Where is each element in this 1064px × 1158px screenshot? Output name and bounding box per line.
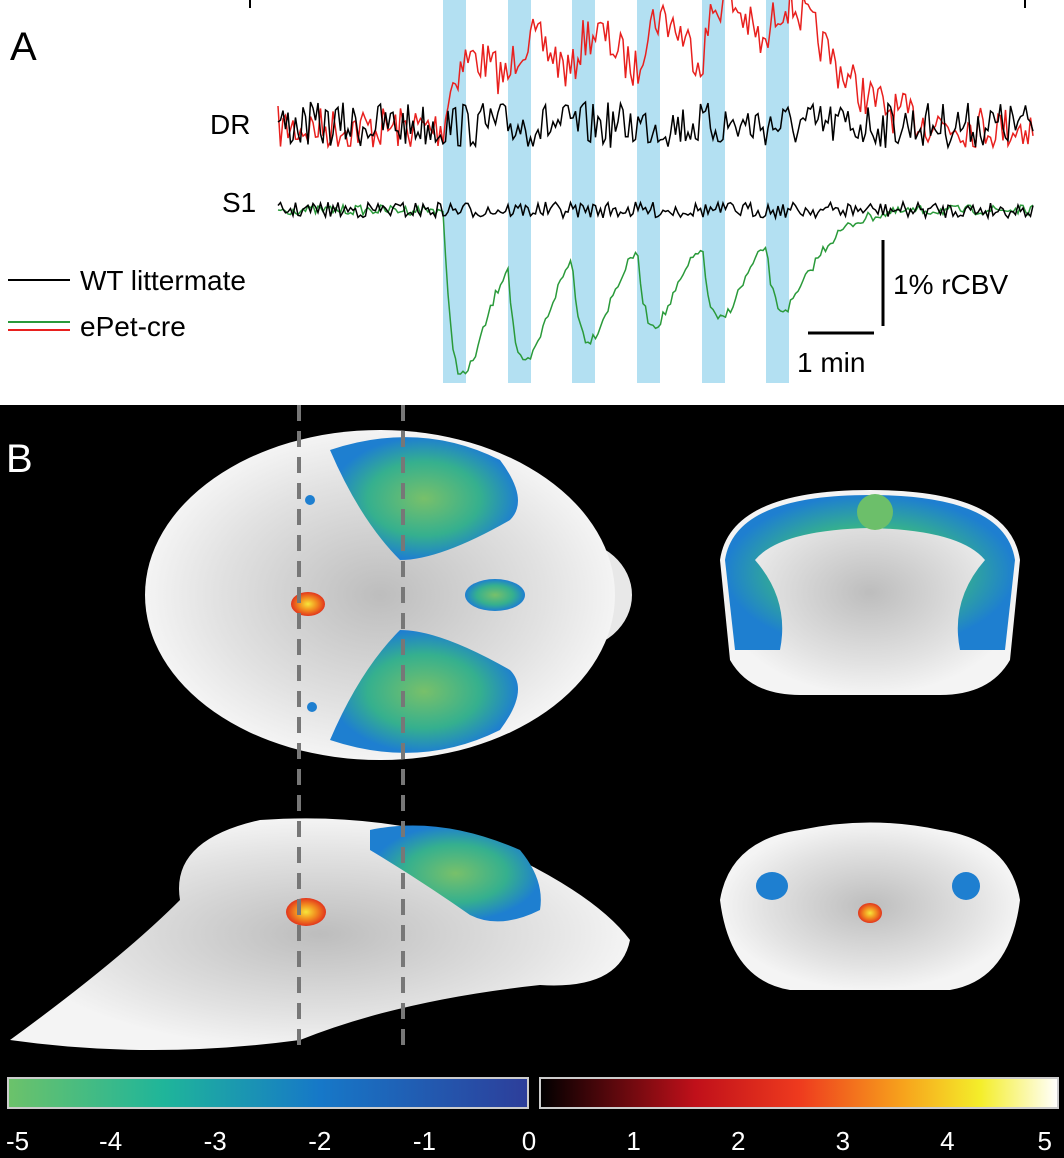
colorbar-tick-label: 1 xyxy=(626,1126,640,1156)
activation xyxy=(756,872,788,900)
stimulus-bar xyxy=(572,0,595,383)
legend-text: WT littermate xyxy=(80,265,246,296)
activation xyxy=(286,898,326,926)
activation xyxy=(330,630,518,753)
panel-b: B xyxy=(0,405,1064,1158)
trace-label: DR xyxy=(210,109,250,140)
colorbar-tick-label: -3 xyxy=(204,1126,227,1156)
stimulus-bar xyxy=(637,0,660,383)
coronal-slice xyxy=(720,822,1020,990)
stimulus-bars xyxy=(443,0,789,383)
colorbar-tick-label: 5 xyxy=(1038,1126,1052,1156)
sagittal-slice xyxy=(10,818,630,1050)
panel-label: B xyxy=(6,437,33,481)
activation xyxy=(725,495,1015,650)
activation xyxy=(952,872,980,900)
coronal-slice xyxy=(720,490,1020,695)
scale-label: 1 min xyxy=(797,347,865,378)
scale-label: 1% rCBV xyxy=(893,269,1008,300)
activation xyxy=(307,702,317,712)
legend-text: ePet-cre xyxy=(80,311,186,342)
colorbar-tick-label: -4 xyxy=(99,1126,122,1156)
activation xyxy=(305,495,315,505)
colorbar xyxy=(539,1077,1059,1109)
colorbar-tick-label: -5 xyxy=(6,1126,29,1156)
colorbar-tick-label: -1 xyxy=(413,1126,436,1156)
trace-label: S1 xyxy=(222,187,256,218)
activation xyxy=(330,437,518,560)
colorbar xyxy=(7,1077,529,1109)
panel-label: A xyxy=(10,25,37,69)
colorbar-tick-label: -2 xyxy=(308,1126,331,1156)
axial-slice xyxy=(145,430,632,760)
stimulus-bar xyxy=(443,0,466,383)
colorbar-tick-label: 0 xyxy=(522,1126,536,1156)
colorbar-tick-label: 3 xyxy=(836,1126,850,1156)
trace xyxy=(277,100,1034,150)
colorbar-tick-label: 2 xyxy=(731,1126,745,1156)
activation xyxy=(858,903,882,923)
colorbar-ticks: -5 -4 -3 -2 -1 0 1 2 3 4 5 xyxy=(6,1126,1052,1156)
stimulus-bar xyxy=(702,0,725,383)
traces xyxy=(277,0,1034,375)
brain xyxy=(720,490,1020,695)
activation xyxy=(370,825,541,922)
stimulus-bar xyxy=(508,0,531,383)
activation xyxy=(857,494,893,530)
trace xyxy=(277,199,1034,221)
colorbar-tick-label: 4 xyxy=(940,1126,954,1156)
activation xyxy=(291,592,325,616)
activation xyxy=(465,579,525,611)
stimulus-bar xyxy=(766,0,789,383)
panel-a: A DR S1 WT littermate ePet-cre 1% rCBV 1… xyxy=(8,0,1034,383)
